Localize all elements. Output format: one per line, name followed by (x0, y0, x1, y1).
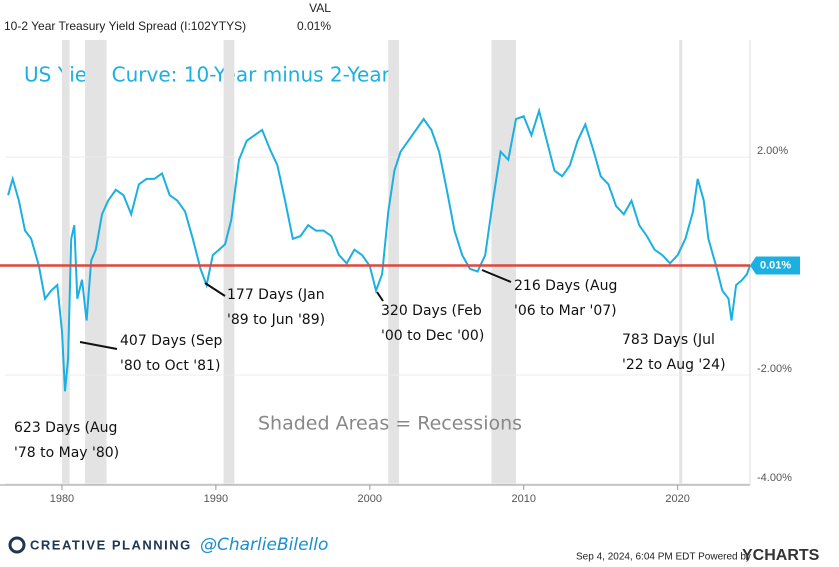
series-name: 10-2 Year Treasury Yield Spread (I:102YT… (4, 19, 246, 33)
x-tick-label: 2020 (665, 493, 689, 505)
annotation-pointer (481, 269, 512, 283)
recession-band (223, 40, 235, 485)
y-tick-label: 2.00% (757, 145, 788, 157)
recession-band (85, 40, 107, 485)
recession-band (491, 40, 517, 485)
annotation: '22 to Aug '24) (622, 357, 726, 373)
recession-band (388, 40, 400, 485)
timestamp: Sep 4, 2024, 6:04 PM EDT Powered by (576, 552, 751, 563)
annotation: '80 to Oct '81) (120, 358, 220, 374)
brand: CREATIVE PLANNING (30, 537, 192, 552)
annotation: 623 Days (Aug (14, 420, 117, 436)
x-tick-label: 2000 (358, 493, 382, 505)
value-badge-label: 0.01% (760, 259, 791, 271)
legend-header: VAL (309, 1, 331, 15)
annotation: '78 to May '80) (14, 445, 119, 461)
series-line (7, 107, 751, 392)
annotation-pointer (79, 341, 118, 350)
annotation: 783 Days (Jul (622, 332, 715, 348)
annotation: 320 Days (Feb (381, 303, 482, 319)
x-tick-label: 2010 (511, 493, 535, 505)
annotation: 216 Days (Aug (514, 278, 617, 294)
source: YCHARTS (742, 547, 820, 564)
annotation-pointer (376, 291, 384, 302)
annotation: '00 to Dec '00) (381, 328, 484, 344)
annotation: 407 Days (Sep (120, 333, 223, 349)
y-tick-label: -4.00% (757, 472, 792, 484)
annotation: '06 to Mar '07) (514, 303, 617, 319)
annotation: Shaded Areas = Recessions (258, 413, 522, 435)
recession-band (679, 40, 683, 485)
recession-band (61, 40, 70, 485)
chart-title: US Yield Curve: 10-Year minus 2-Year (24, 63, 391, 87)
annotation-pointer (204, 282, 226, 297)
handle: @CharlieBilello (200, 535, 328, 555)
logo (8, 536, 26, 554)
annotation: '89 to Jun '89) (227, 312, 325, 328)
legend-value: 0.01% (297, 19, 331, 33)
y-tick-label: -2.00% (757, 363, 792, 375)
x-tick-label: 1980 (50, 493, 74, 505)
x-tick-label: 1990 (204, 493, 228, 505)
value-badge (750, 256, 800, 275)
annotation: 177 Days (Jan (227, 287, 325, 303)
